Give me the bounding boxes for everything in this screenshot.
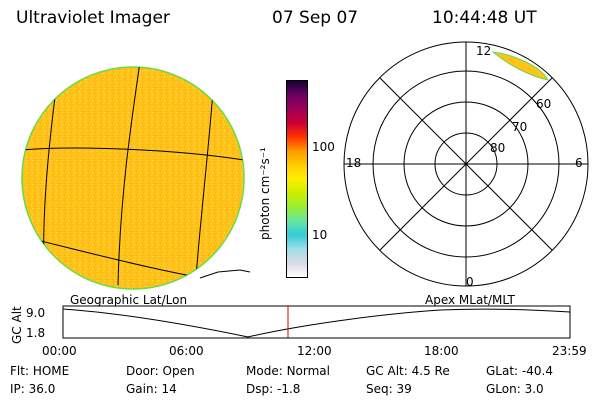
colorbar-tick-100: 100 xyxy=(312,140,335,154)
globe-caption: Geographic Lat/Lon xyxy=(70,293,188,307)
status-door: Door: Open xyxy=(126,364,195,378)
mlt-label-18: 18 xyxy=(346,156,362,170)
altitude-frame xyxy=(62,305,571,339)
altitude-tick-low: 1.8 xyxy=(26,326,46,340)
polar-caption: Apex MLat/MLT xyxy=(425,293,515,307)
status-seq: Seq: 39 xyxy=(366,382,412,396)
mlt-label-6: 6 xyxy=(575,156,583,170)
status-mode: Mode: Normal xyxy=(246,364,330,378)
mlat-label-70: 70 xyxy=(512,120,528,134)
status-gc-alt: GC Alt: 4.5 Re xyxy=(366,364,450,378)
status-glat: GLat: -40.4 xyxy=(486,364,553,378)
auroral-oval-segment xyxy=(491,51,549,81)
mlt-label-12: 12 xyxy=(476,44,492,58)
time-tick-1200: 12:00 xyxy=(297,344,332,358)
status-glon: GLon: 3.0 xyxy=(486,382,544,396)
instrument-title: Ultraviolet Imager xyxy=(16,8,170,28)
time-tick-0600: 06:00 xyxy=(169,344,204,358)
time-tick-2359: 23:59 xyxy=(552,344,587,358)
time-label: 10:44:48 UT xyxy=(432,8,537,28)
status-gain: Gain: 14 xyxy=(126,382,177,396)
status-ip: IP: 36.0 xyxy=(10,382,56,396)
time-tick-1800: 18:00 xyxy=(424,344,459,358)
colorbar-tick-10: 10 xyxy=(312,228,328,242)
altitude-tick-high: 9.0 xyxy=(26,306,46,320)
globe-disk xyxy=(21,66,245,290)
time-tick-0000: 00:00 xyxy=(42,344,77,358)
mlat-label-80: 80 xyxy=(490,141,506,155)
altitude-curve xyxy=(62,308,571,338)
coastline xyxy=(199,269,251,279)
mlt-label-0: 0 xyxy=(466,275,474,289)
colorbar xyxy=(286,80,308,278)
status-dsp: Dsp: -1.8 xyxy=(246,382,301,396)
status-flt: Flt: HOME xyxy=(10,364,70,378)
mlat-label-60: 60 xyxy=(536,97,552,111)
date-label: 07 Sep 07 xyxy=(272,8,359,28)
polar-diagonal-2 xyxy=(379,77,553,251)
